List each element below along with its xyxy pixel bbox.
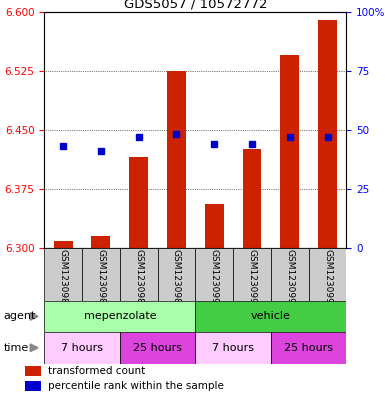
- Bar: [280, 55, 299, 248]
- Bar: [129, 157, 148, 248]
- Text: GSM1230986: GSM1230986: [134, 249, 143, 310]
- Text: 25 hours: 25 hours: [133, 343, 182, 353]
- Bar: [309, 248, 346, 301]
- Text: transformed count: transformed count: [48, 366, 145, 376]
- Text: GSM1230989: GSM1230989: [96, 249, 105, 310]
- Bar: [44, 248, 82, 301]
- Bar: [120, 248, 157, 301]
- Text: GSM1230993: GSM1230993: [248, 249, 256, 310]
- Bar: [25, 381, 41, 391]
- Title: GDS5057 / 10572772: GDS5057 / 10572772: [124, 0, 267, 11]
- Bar: [167, 71, 186, 248]
- Text: percentile rank within the sample: percentile rank within the sample: [48, 381, 223, 391]
- Bar: [44, 332, 120, 364]
- Text: GSM1230991: GSM1230991: [323, 249, 332, 310]
- Bar: [92, 236, 110, 248]
- Bar: [82, 248, 120, 301]
- Bar: [25, 366, 41, 376]
- Bar: [54, 241, 73, 248]
- Bar: [44, 301, 195, 332]
- Bar: [318, 20, 337, 248]
- Bar: [205, 204, 224, 248]
- Text: GSM1230988: GSM1230988: [59, 249, 68, 310]
- Text: agent: agent: [4, 311, 36, 321]
- Text: mepenzolate: mepenzolate: [84, 311, 156, 321]
- Text: 7 hours: 7 hours: [61, 343, 103, 353]
- Text: vehicle: vehicle: [251, 311, 291, 321]
- Bar: [157, 248, 195, 301]
- Text: 7 hours: 7 hours: [212, 343, 254, 353]
- Text: time: time: [4, 343, 29, 353]
- Text: GSM1230990: GSM1230990: [285, 249, 295, 310]
- Bar: [271, 248, 309, 301]
- Bar: [233, 248, 271, 301]
- Bar: [243, 149, 261, 248]
- Bar: [120, 332, 195, 364]
- Bar: [271, 332, 346, 364]
- Bar: [195, 248, 233, 301]
- Bar: [195, 301, 346, 332]
- Text: 25 hours: 25 hours: [284, 343, 333, 353]
- Bar: [195, 332, 271, 364]
- Text: GSM1230992: GSM1230992: [210, 249, 219, 310]
- Text: GSM1230987: GSM1230987: [172, 249, 181, 310]
